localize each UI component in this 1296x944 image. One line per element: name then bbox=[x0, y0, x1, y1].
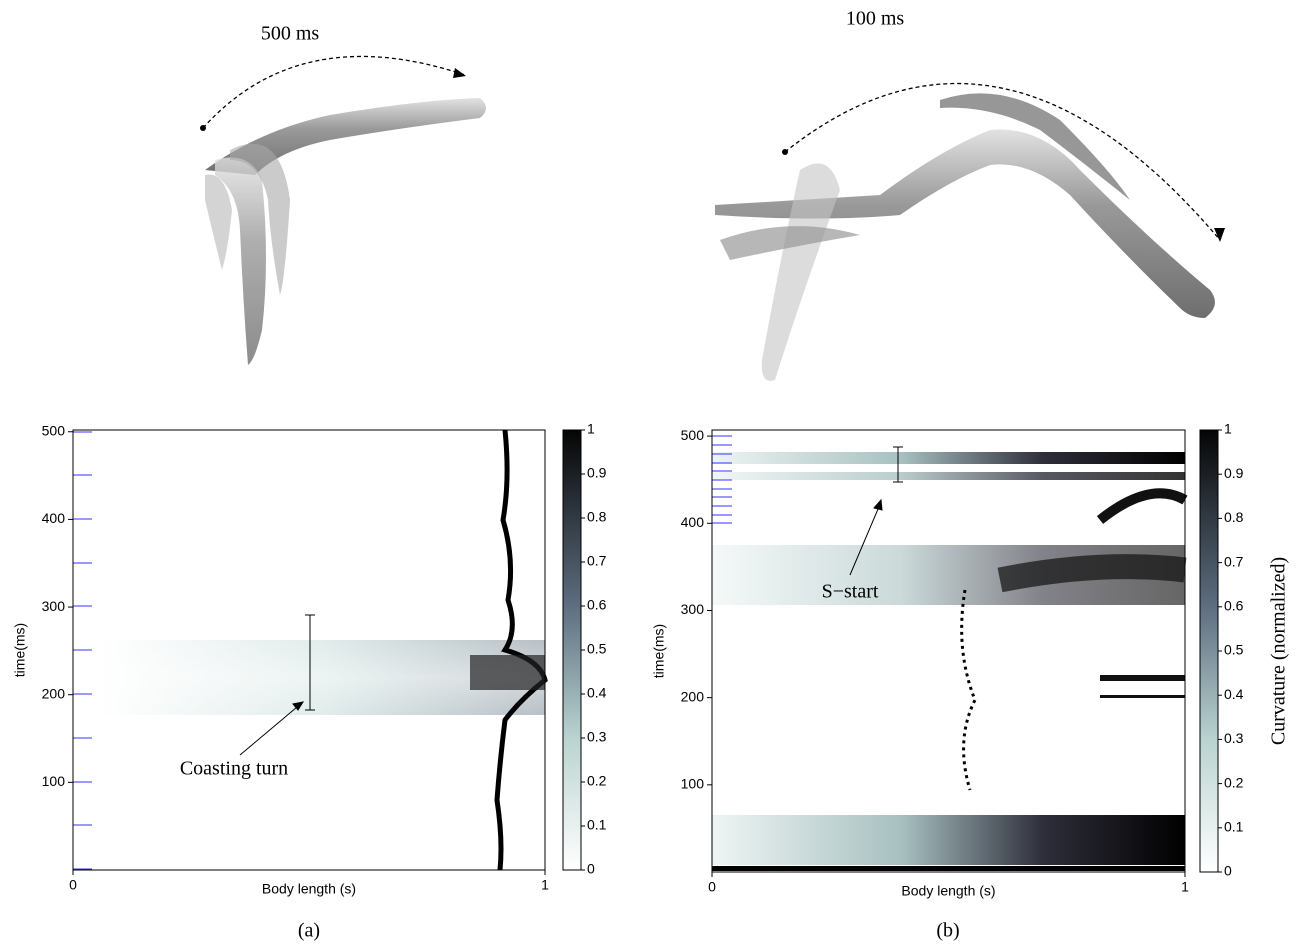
colorbar-tick-label: 0.7 bbox=[587, 553, 607, 569]
y-tick-label: 200 bbox=[42, 685, 66, 701]
y-tick-label: 100 bbox=[681, 776, 705, 792]
colorbar-tick-label: 0 bbox=[1224, 863, 1232, 879]
arc-head bbox=[1214, 228, 1225, 242]
panel-caption: (a) bbox=[298, 920, 320, 942]
colorbar-tick-label: 0.2 bbox=[1224, 774, 1244, 790]
colorbar-tick-label: 1 bbox=[1224, 421, 1232, 437]
y-tick-label: 100 bbox=[42, 773, 66, 789]
y-tick-label: 300 bbox=[42, 598, 66, 614]
colorbar-tick-label: 0.8 bbox=[1224, 509, 1244, 525]
annotation: Coasting turn bbox=[180, 758, 288, 780]
y-tick-label: 300 bbox=[681, 601, 705, 617]
x-axis-label: Body length (s) bbox=[901, 883, 995, 899]
x-tick-label: 0 bbox=[69, 877, 77, 893]
plot-frame bbox=[711, 429, 1186, 873]
colorbar-tick-label: 0.9 bbox=[1224, 465, 1244, 481]
colorbar-tick-label: 1 bbox=[587, 421, 595, 437]
arc-start bbox=[200, 125, 206, 131]
plot-frame bbox=[72, 429, 546, 871]
heatmap-b bbox=[712, 452, 1188, 871]
duration-label: 100 ms bbox=[846, 8, 905, 30]
colorbar-label: Curvature (normalized) bbox=[1268, 557, 1290, 745]
x-tick-label: 1 bbox=[1181, 879, 1189, 895]
duration-label: 500 ms bbox=[261, 23, 320, 45]
colorbar-tick-label: 0.4 bbox=[1224, 686, 1244, 702]
colorbar-tick-label: 0.8 bbox=[587, 509, 607, 525]
fish-render-a bbox=[205, 98, 486, 365]
colorbar-tick-label: 0 bbox=[587, 861, 595, 877]
panel-caption: (b) bbox=[936, 920, 959, 942]
y-tick-label: 200 bbox=[681, 688, 705, 704]
y-axis-label: time(ms) bbox=[12, 623, 28, 677]
colorbar bbox=[1199, 429, 1219, 873]
colorbar-tick-label: 0.7 bbox=[1224, 553, 1244, 569]
y-tick-label: 400 bbox=[681, 514, 705, 530]
fish-render-b bbox=[715, 93, 1215, 381]
x-axis-label: Body length (s) bbox=[262, 881, 356, 897]
x-tick-label: 0 bbox=[708, 879, 716, 895]
colorbar bbox=[562, 429, 582, 871]
rotation-arc bbox=[784, 83, 1221, 241]
heatmap-a bbox=[100, 429, 548, 871]
arc-start bbox=[782, 149, 788, 155]
colorbar-tick-label: 0.2 bbox=[587, 773, 607, 789]
y-tick-label: 500 bbox=[681, 427, 705, 443]
colorbar-tick-label: 0.6 bbox=[1224, 598, 1244, 614]
annotation-marks bbox=[239, 446, 903, 756]
y-tick-label: 500 bbox=[42, 422, 66, 438]
arc-head bbox=[453, 68, 466, 78]
colorbar-tick-label: 0.1 bbox=[587, 817, 607, 833]
colorbar-tick-label: 0.4 bbox=[587, 685, 607, 701]
y-axis-label: time(ms) bbox=[651, 624, 667, 678]
x-tick-label: 1 bbox=[541, 877, 549, 893]
colorbar-tick-label: 0.5 bbox=[587, 641, 607, 657]
colorbar-tick-label: 0.1 bbox=[1224, 819, 1244, 835]
rotation-arc bbox=[202, 55, 466, 129]
colorbar-tick-label: 0.3 bbox=[587, 729, 607, 745]
colorbar-tick-label: 0.9 bbox=[587, 465, 607, 481]
colorbar-tick-label: 0.3 bbox=[1224, 730, 1244, 746]
annotation: S−start bbox=[822, 581, 879, 603]
colorbar-tick-label: 0.6 bbox=[587, 597, 607, 613]
colorbar-tick-label: 0.5 bbox=[1224, 642, 1244, 658]
frame-markers bbox=[73, 431, 732, 870]
y-tick-label: 400 bbox=[42, 510, 66, 526]
